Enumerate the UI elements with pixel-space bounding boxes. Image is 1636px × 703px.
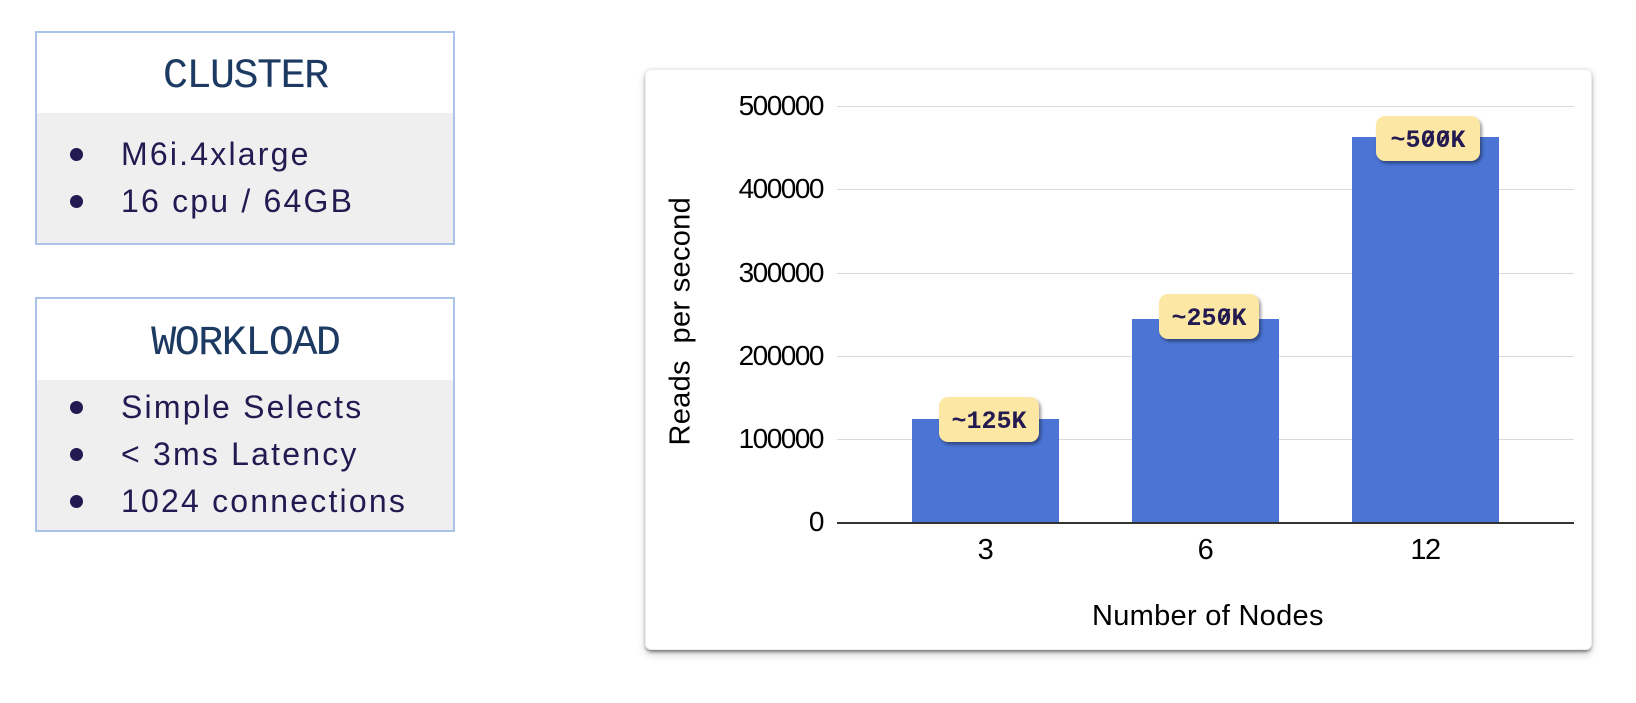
svg-text:~250K: ~250K <box>1171 304 1246 333</box>
svg-text:~125K: ~125K <box>951 407 1026 436</box>
